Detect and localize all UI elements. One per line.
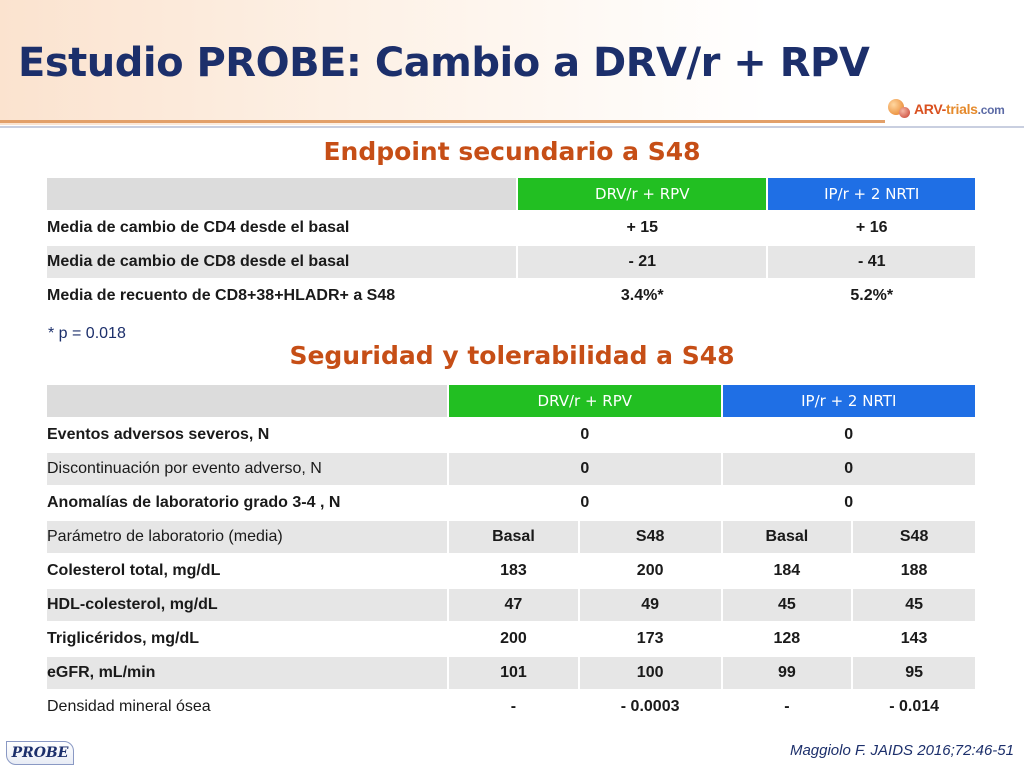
citation: Maggiolo F. JAIDS 2016;72:46-51 xyxy=(789,742,1014,759)
lab-header-ip-basal: Basal xyxy=(720,519,854,555)
value-drv: 3.4%* xyxy=(516,278,769,314)
header-blank-cell xyxy=(44,176,519,212)
row-label: Media de cambio de CD8 desde el basal xyxy=(44,244,519,280)
safety-table: DRV/r + RPV IP/r + 2 NRTI Eventos advers… xyxy=(44,383,977,725)
value-ip-s48: 143 xyxy=(851,621,977,657)
value-drv: + 15 xyxy=(516,210,769,246)
value-drv-basal: 200 xyxy=(447,621,580,657)
lab-row-label: HDL-colesterol, mg/dL xyxy=(44,587,450,623)
value-ip: 0 xyxy=(720,451,977,487)
value-ip-basal: - xyxy=(720,689,854,725)
table-row: Media de recuento de CD8+38+HLADR+ a S48… xyxy=(44,278,977,314)
row-label: Media de cambio de CD4 desde el basal xyxy=(44,210,519,246)
value-drv-s48: 49 xyxy=(577,587,723,623)
table-row: eGFR, mL/min 101 100 99 95 xyxy=(44,655,977,691)
value-drv: 0 xyxy=(447,417,723,453)
lab-header-ip-s48: S48 xyxy=(851,519,977,555)
value-drv-s48: 200 xyxy=(577,553,723,589)
table-row: Eventos adversos severos, N 0 0 xyxy=(44,417,977,453)
value-drv-basal: 47 xyxy=(447,587,580,623)
table-row: Colesterol total, mg/dL 183 200 184 188 xyxy=(44,553,977,589)
logo-brand: ARV- xyxy=(914,101,946,117)
header-ip-nrti: IP/r + 2 NRTI xyxy=(720,383,977,419)
logo-domain: trials xyxy=(946,101,978,117)
section-title-endpoint: Endpoint secundario a S48 xyxy=(323,137,701,166)
value-drv: - 21 xyxy=(516,244,769,280)
value-ip-s48: 95 xyxy=(851,655,977,691)
lab-header-drv-s48: S48 xyxy=(577,519,723,555)
page-title: Estudio PROBE: Cambio a DRV/r + RPV xyxy=(18,40,870,86)
header-ip-nrti: IP/r + 2 NRTI xyxy=(766,176,977,212)
lab-header-row: Parámetro de laboratorio (media) Basal S… xyxy=(44,519,977,555)
value-drv-basal: - xyxy=(447,689,580,725)
section-title-safety: Seguridad y tolerabilidad a S48 xyxy=(289,341,735,370)
value-ip-basal: 99 xyxy=(720,655,854,691)
table-row: HDL-colesterol, mg/dL 47 49 45 45 xyxy=(44,587,977,623)
value-ip-basal: 45 xyxy=(720,587,854,623)
value-ip-basal: 128 xyxy=(720,621,854,657)
value-drv: 0 xyxy=(447,451,723,487)
value-ip-s48: 188 xyxy=(851,553,977,589)
row-label: Anomalías de laboratorio grado 3-4 , N xyxy=(44,485,450,521)
table-row: Media de cambio de CD4 desde el basal + … xyxy=(44,210,977,246)
table-row: Triglicéridos, mg/dL 200 173 128 143 xyxy=(44,621,977,657)
lab-row-label: Densidad mineral ósea xyxy=(44,689,450,725)
value-ip: - 41 xyxy=(766,244,977,280)
table-row: Discontinuación por evento adverso, N 0 … xyxy=(44,451,977,487)
row-label: Media de recuento de CD8+38+HLADR+ a S48 xyxy=(44,278,519,314)
endpoint-table: DRV/r + RPV IP/r + 2 NRTI Media de cambi… xyxy=(44,176,977,314)
header-rule-accent xyxy=(0,120,885,123)
logo-text: ARV-trials.com xyxy=(914,101,1005,117)
row-label: Eventos adversos severos, N xyxy=(44,417,450,453)
header-drv-rpv: DRV/r + RPV xyxy=(516,176,769,212)
lab-header-drv-basal: Basal xyxy=(447,519,580,555)
study-tag: PROBE xyxy=(6,741,74,765)
value-drv-basal: 101 xyxy=(447,655,580,691)
lab-row-label: Colesterol total, mg/dL xyxy=(44,553,450,589)
table-row: Anomalías de laboratorio grado 3-4 , N 0… xyxy=(44,485,977,521)
arv-trials-logo: ARV-trials.com xyxy=(888,96,1016,126)
lab-row-label: eGFR, mL/min xyxy=(44,655,450,691)
lab-row-label: Triglicéridos, mg/dL xyxy=(44,621,450,657)
header-blank-cell xyxy=(44,383,450,419)
lab-header-label: Parámetro de laboratorio (media) xyxy=(44,519,450,555)
value-ip: + 16 xyxy=(766,210,977,246)
row-label: Discontinuación por evento adverso, N xyxy=(44,451,450,487)
footnote: * p = 0.018 xyxy=(48,325,126,342)
value-drv: 0 xyxy=(447,485,723,521)
table-header-row: DRV/r + RPV IP/r + 2 NRTI xyxy=(44,383,977,419)
header-drv-rpv: DRV/r + RPV xyxy=(447,383,723,419)
value-ip: 5.2%* xyxy=(766,278,977,314)
header-rule xyxy=(0,126,1024,128)
value-drv-s48: 100 xyxy=(577,655,723,691)
table-row: Media de cambio de CD8 desde el basal - … xyxy=(44,244,977,280)
value-ip: 0 xyxy=(720,485,977,521)
value-ip-s48: 45 xyxy=(851,587,977,623)
value-drv-s48: - 0.0003 xyxy=(577,689,723,725)
value-drv-basal: 183 xyxy=(447,553,580,589)
value-ip: 0 xyxy=(720,417,977,453)
logo-suffix: .com xyxy=(977,103,1005,117)
value-ip-s48: - 0.014 xyxy=(851,689,977,725)
table-row: Densidad mineral ósea - - 0.0003 - - 0.0… xyxy=(44,689,977,725)
value-ip-basal: 184 xyxy=(720,553,854,589)
logo-ball-small-icon xyxy=(899,107,910,118)
value-drv-s48: 173 xyxy=(577,621,723,657)
header-background xyxy=(0,0,1024,125)
table-header-row: DRV/r + RPV IP/r + 2 NRTI xyxy=(44,176,977,212)
